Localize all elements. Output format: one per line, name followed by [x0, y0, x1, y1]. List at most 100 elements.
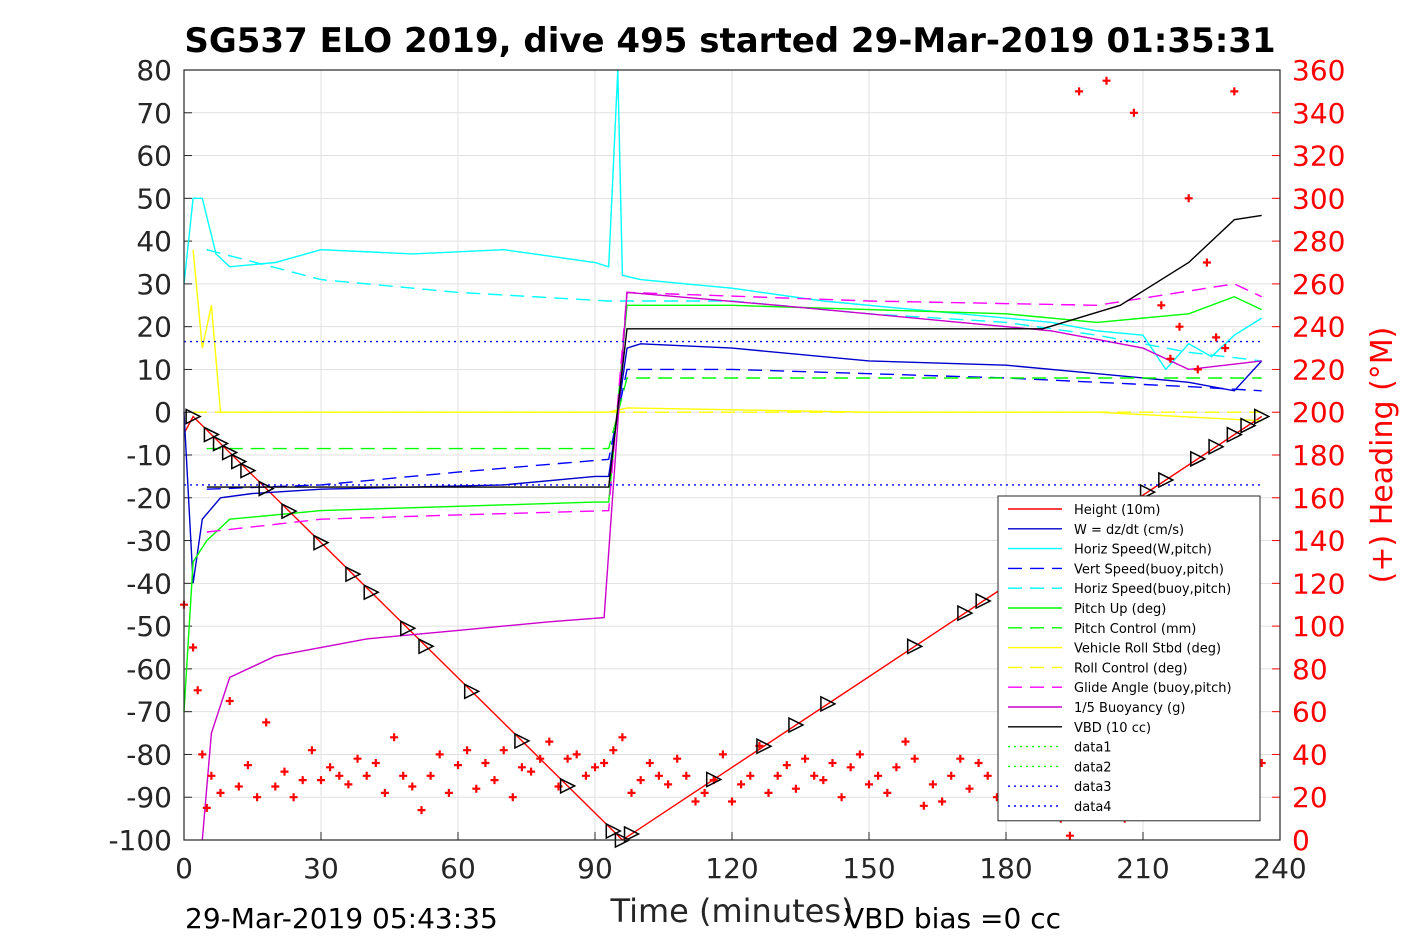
right-y-tick-label: 300 — [1292, 182, 1345, 215]
legend-label: Roll Control (deg) — [1074, 661, 1188, 676]
heading-marker — [801, 754, 810, 763]
right-y-tick-label: 220 — [1292, 353, 1345, 386]
legend-label: VBD (10 cc) — [1074, 721, 1151, 736]
legend-label: 1/5 Buoyancy (g) — [1074, 701, 1185, 716]
height-marker — [705, 771, 723, 788]
heading-marker — [700, 788, 709, 797]
heading-marker — [1175, 322, 1184, 331]
heading-marker — [1166, 354, 1175, 363]
right-y-tick-label: 40 — [1292, 738, 1328, 771]
heading-marker — [536, 754, 545, 763]
legend-label: Vert Speed(buoy,pitch) — [1074, 562, 1224, 577]
heading-marker — [782, 761, 791, 770]
height-marker — [1240, 417, 1257, 434]
heading-marker — [956, 754, 965, 763]
legend-label: Horiz Speed(W,pitch) — [1074, 543, 1212, 558]
y-tick-label: -50 — [126, 610, 172, 643]
heading-marker — [1129, 108, 1138, 117]
y-tick-label: 20 — [136, 311, 172, 344]
heading-marker — [1230, 87, 1239, 96]
height-marker — [1190, 450, 1207, 468]
height-marker — [1226, 426, 1244, 443]
heading-marker — [609, 746, 618, 755]
series-line-10 — [201, 291, 1262, 841]
series-line-3 — [206, 368, 1262, 490]
height-marker — [463, 683, 481, 700]
y-tick-label: -60 — [126, 653, 172, 686]
legend-label: data3 — [1074, 780, 1112, 795]
legend-label: data1 — [1074, 741, 1112, 756]
heading-marker — [846, 763, 855, 772]
footer-timestamp: 29-Mar-2019 05:43:35 — [185, 902, 498, 935]
heading-marker — [682, 771, 691, 780]
heading-marker — [810, 771, 819, 780]
right-y-tick-label: 200 — [1292, 396, 1345, 429]
right-y-tick-label: 340 — [1292, 97, 1345, 130]
heading-marker — [965, 784, 974, 793]
right-y-tick-label: 360 — [1292, 54, 1345, 87]
heading-marker — [919, 801, 928, 810]
heading-marker — [1102, 76, 1111, 85]
y-tick-label: 30 — [136, 268, 172, 301]
heading-marker — [691, 797, 700, 806]
x-tick-label: 150 — [842, 852, 895, 885]
height-marker — [1158, 471, 1175, 489]
heading-marker — [307, 746, 316, 755]
heading-marker — [335, 771, 344, 780]
y-tick-label: 80 — [136, 54, 172, 87]
heading-marker — [481, 759, 490, 767]
heading-marker — [326, 763, 335, 772]
y-tick-labels: 80 70 60 50 40 30 20 10 0 -10 -20 -30 -40 -50 -60 -70 -8… — [108, 54, 172, 857]
right-y-tick-labels: 3603403203002802602402202001801601401201… — [1292, 54, 1345, 857]
heading-marker — [627, 788, 636, 797]
height-marker — [258, 480, 275, 497]
heading-marker — [1157, 301, 1166, 310]
height-marker — [788, 716, 805, 734]
heading-marker — [426, 771, 435, 780]
height-marker — [1208, 438, 1225, 455]
height-marker — [514, 732, 531, 750]
heading-marker — [207, 771, 216, 780]
heading-marker — [189, 643, 198, 652]
heading-marker — [947, 771, 956, 780]
heading-marker — [472, 784, 481, 793]
heading-marker — [508, 793, 517, 802]
right-y-tick-label: 0 — [1292, 824, 1310, 857]
height-marker — [345, 565, 362, 583]
series-lines — [183, 69, 1263, 841]
height-marker — [400, 620, 417, 637]
right-y-axis-label: (+) Heading (°M) — [1365, 327, 1400, 584]
heading-marker — [819, 776, 828, 785]
height-marker — [559, 777, 577, 795]
height-marker — [185, 408, 202, 425]
heading-marker — [545, 737, 554, 746]
height-marker — [240, 462, 257, 479]
heading-marker — [243, 761, 252, 770]
y-tick-label: 10 — [136, 353, 172, 386]
height-marker — [906, 638, 924, 655]
heading-marker — [892, 763, 901, 772]
heading-marker — [983, 771, 992, 780]
right-y-tick-label: 20 — [1292, 781, 1328, 814]
heading-marker — [600, 759, 609, 767]
heading-marker — [298, 776, 307, 785]
heading-marker — [353, 754, 362, 763]
heading-marker — [773, 771, 782, 780]
heading-marker — [1221, 344, 1230, 353]
height-marker — [820, 695, 837, 713]
heading-marker — [225, 697, 234, 705]
heading-marker — [636, 776, 645, 785]
heading-marker — [527, 767, 536, 776]
right-y-tick-label: 180 — [1292, 439, 1345, 472]
height-marker — [605, 822, 622, 840]
height-marker — [1253, 408, 1271, 425]
heading-marker — [618, 733, 627, 742]
right-y-tick-label: 260 — [1292, 268, 1345, 301]
heading-marker — [1193, 365, 1202, 374]
chart-title: SG537 ELO 2019, dive 495 started 29-Mar-… — [184, 21, 1275, 61]
right-y-tick-label: 280 — [1292, 225, 1345, 258]
series-line-2 — [183, 69, 1263, 371]
y-tick-label: -100 — [108, 824, 172, 857]
heading-marker — [645, 759, 654, 767]
heading-marker — [371, 759, 380, 767]
